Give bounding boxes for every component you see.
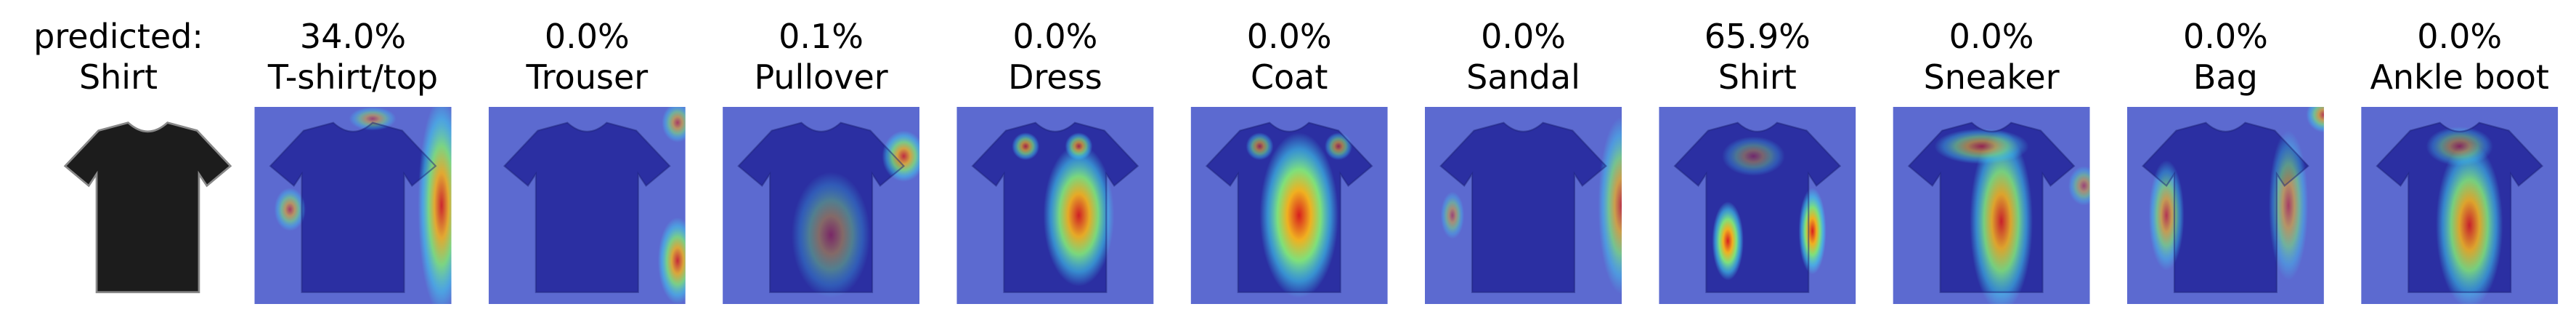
heatmap xyxy=(1425,107,1622,304)
heat-blob xyxy=(2269,130,2309,281)
heatmap xyxy=(488,107,686,304)
heatmap xyxy=(1659,107,1856,304)
class-label: Pullover xyxy=(754,57,887,97)
class-label: Sneaker xyxy=(1924,57,2060,97)
heatmap-outline xyxy=(1205,121,1373,293)
heatmap-shirt xyxy=(1440,122,1606,292)
heat-blob xyxy=(1043,144,1115,287)
heat-blob xyxy=(418,107,452,304)
heat-blob xyxy=(882,130,920,182)
score: 0.0% xyxy=(2417,17,2502,56)
class-label: Ankle boot xyxy=(2370,57,2549,97)
score: 65.9% xyxy=(1705,17,1811,56)
heat-blob xyxy=(791,172,871,298)
class-label: Bag xyxy=(2193,57,2258,97)
heat-blob xyxy=(1440,191,1465,239)
class-label: T-shirt/top xyxy=(267,57,438,97)
heatmap-outline xyxy=(1907,121,2076,293)
class-label: Coat xyxy=(1251,57,1328,97)
heatmap-outline xyxy=(1673,121,1842,293)
heatmap-shirt xyxy=(504,122,670,292)
heatmap-shirt xyxy=(2142,122,2309,292)
predicted-label: Shirt xyxy=(79,57,158,97)
heat-blob xyxy=(1246,132,1274,161)
heatmap xyxy=(254,107,452,304)
heatmap xyxy=(1893,107,2090,304)
score: 0.1% xyxy=(779,17,864,56)
heat-blob xyxy=(2436,142,2503,304)
input-image xyxy=(63,121,232,294)
heatmap xyxy=(1190,107,1388,304)
score: 0.0% xyxy=(2183,17,2268,56)
heat-blob xyxy=(1065,132,1093,161)
score: 0.0% xyxy=(1012,17,1097,56)
heat-blob xyxy=(2426,127,2493,167)
class-label: Dress xyxy=(1008,57,1102,97)
caption: predicted: xyxy=(33,17,203,56)
heatmap xyxy=(2361,107,2559,304)
score: 0.0% xyxy=(545,17,630,56)
heatmap xyxy=(956,107,1154,304)
heat-blob xyxy=(662,107,686,143)
heat-blob xyxy=(2068,166,2090,206)
heat-blob xyxy=(1012,132,1040,161)
heat-blob xyxy=(1324,132,1352,161)
class-label: Sandal xyxy=(1466,57,1580,97)
heat-blob xyxy=(1798,188,1827,275)
heat-blob xyxy=(1934,128,2029,164)
heatmap-outline xyxy=(2141,121,2309,293)
heatmap-outline xyxy=(2376,121,2544,293)
heat-blob xyxy=(349,107,397,131)
class-label: Trouser xyxy=(525,57,648,97)
heatmap-outline xyxy=(269,121,437,293)
heatmap-shirt xyxy=(270,122,436,292)
heatmap-outline xyxy=(971,121,1139,293)
heatmap-outline xyxy=(1439,121,1607,293)
heatmap xyxy=(723,107,920,304)
heat-blob xyxy=(2148,160,2185,271)
heatmap-outline xyxy=(737,121,906,293)
heat-blob xyxy=(1259,132,1338,298)
heat-blob xyxy=(274,188,306,231)
heat-blob xyxy=(1970,130,2033,304)
heat-blob xyxy=(1722,136,1785,176)
heat-blob xyxy=(657,217,686,304)
heat-blob xyxy=(1712,201,1744,281)
heatmap-outline xyxy=(503,121,671,293)
score: 34.0% xyxy=(300,17,406,56)
score: 0.0% xyxy=(1949,17,2034,56)
score: 0.0% xyxy=(1247,17,1332,56)
heatmap xyxy=(2126,107,2324,304)
heat-blob xyxy=(1598,116,1622,295)
score: 0.0% xyxy=(1481,17,1566,56)
heat-blob xyxy=(2306,107,2324,133)
class-label: Shirt xyxy=(1718,57,1797,97)
